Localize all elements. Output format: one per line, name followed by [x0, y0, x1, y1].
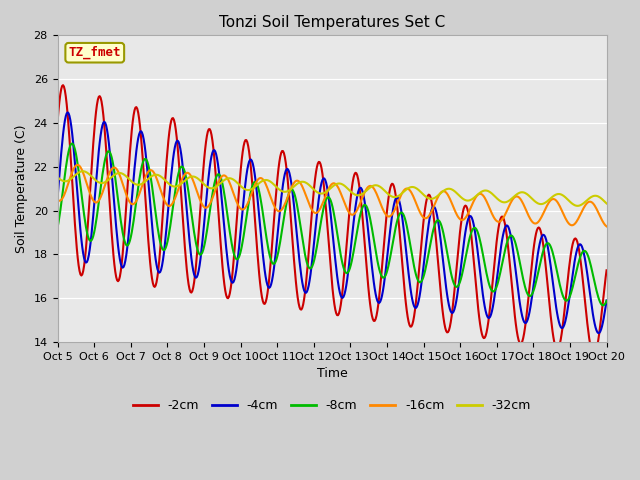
-16cm — [196, 196, 204, 202]
-32cm — [573, 203, 581, 209]
-8cm — [599, 302, 607, 308]
-16cm — [74, 162, 81, 168]
-8cm — [303, 260, 310, 265]
Y-axis label: Soil Temperature (C): Soil Temperature (C) — [15, 124, 28, 253]
-32cm — [468, 196, 476, 202]
-4cm — [303, 289, 310, 295]
-2cm — [152, 283, 159, 288]
Line: -2cm: -2cm — [58, 85, 607, 355]
Text: TZ_fmet: TZ_fmet — [68, 46, 121, 60]
-2cm — [303, 272, 310, 277]
-8cm — [378, 274, 386, 280]
-16cm — [152, 173, 159, 179]
-4cm — [595, 330, 602, 336]
-32cm — [603, 201, 611, 206]
Line: -32cm: -32cm — [58, 171, 607, 206]
-4cm — [54, 195, 61, 201]
-32cm — [303, 180, 310, 186]
-4cm — [378, 293, 386, 299]
-2cm — [421, 205, 429, 211]
-32cm — [54, 174, 61, 180]
-8cm — [196, 252, 204, 257]
-16cm — [603, 224, 611, 229]
-4cm — [152, 256, 159, 262]
-8cm — [152, 210, 159, 216]
-2cm — [54, 120, 61, 125]
-16cm — [303, 195, 310, 201]
-2cm — [468, 238, 476, 243]
-2cm — [59, 82, 67, 88]
X-axis label: Time: Time — [317, 367, 348, 380]
-16cm — [468, 203, 476, 208]
-4cm — [196, 263, 204, 268]
-8cm — [68, 141, 76, 146]
-16cm — [378, 204, 386, 210]
Title: Tonzi Soil Temperatures Set C: Tonzi Soil Temperatures Set C — [219, 15, 445, 30]
Legend: -2cm, -4cm, -8cm, -16cm, -32cm: -2cm, -4cm, -8cm, -16cm, -32cm — [128, 394, 536, 417]
-4cm — [64, 109, 72, 115]
Line: -16cm: -16cm — [58, 165, 607, 227]
-32cm — [152, 172, 159, 178]
-32cm — [378, 185, 386, 191]
-4cm — [468, 215, 476, 221]
Line: -4cm: -4cm — [58, 112, 607, 333]
-8cm — [603, 298, 611, 304]
-32cm — [79, 168, 87, 174]
-32cm — [421, 193, 429, 199]
-8cm — [54, 225, 61, 230]
-32cm — [196, 177, 204, 183]
-4cm — [421, 250, 429, 256]
-8cm — [468, 228, 476, 234]
-2cm — [590, 352, 598, 358]
-2cm — [603, 267, 611, 273]
-16cm — [421, 216, 429, 221]
Line: -8cm: -8cm — [58, 144, 607, 305]
-8cm — [421, 268, 429, 274]
-16cm — [54, 197, 61, 203]
-4cm — [603, 298, 611, 303]
-2cm — [196, 217, 204, 223]
-2cm — [378, 264, 386, 270]
